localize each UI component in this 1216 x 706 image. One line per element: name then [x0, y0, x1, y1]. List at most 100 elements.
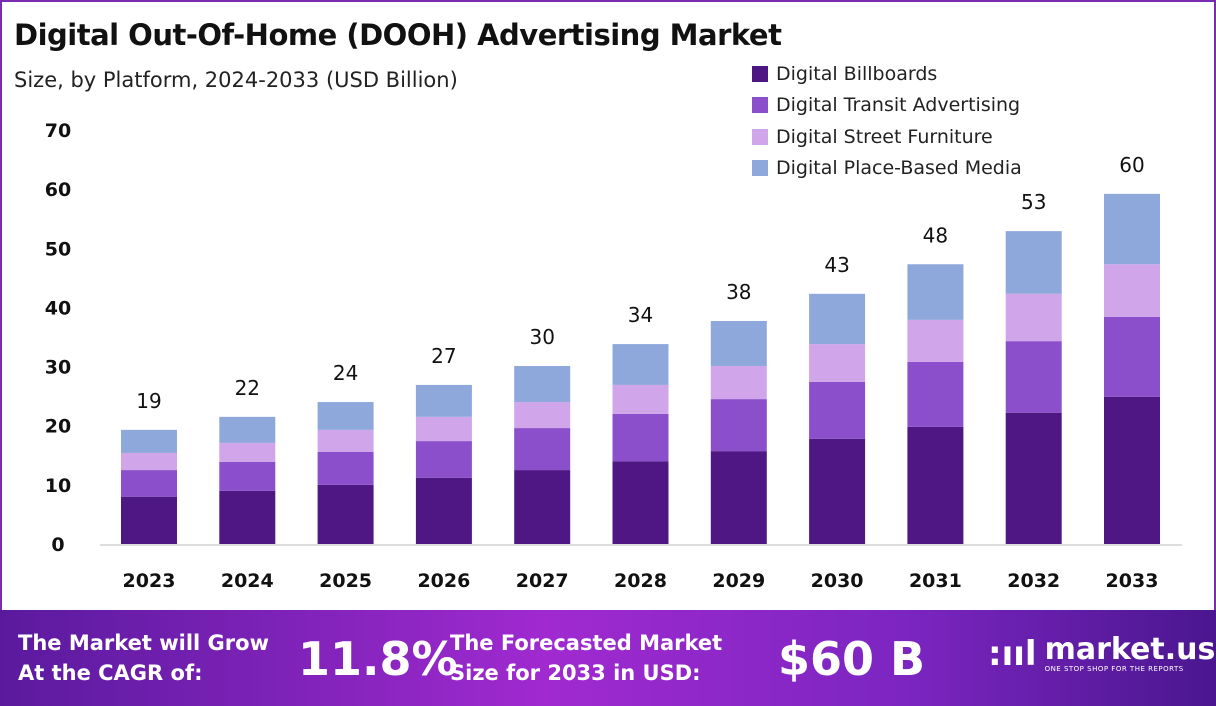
logo-name: market.us — [1044, 632, 1216, 667]
bar-segment-2023-3 — [121, 429, 177, 453]
legend-label: Digital Street Furniture — [776, 125, 993, 148]
bar-segment-2027-0 — [514, 470, 571, 544]
bar-segment-2032-3 — [1005, 231, 1062, 294]
x-tick-label: 2033 — [1106, 570, 1159, 592]
cagr-label-line2: At the CAGR of: — [18, 661, 203, 685]
bar-segment-2032-0 — [1005, 412, 1062, 544]
bar-segment-2029-1 — [710, 399, 767, 452]
bar-segment-2024-1 — [219, 461, 276, 491]
legend: Digital Billboards Digital Transit Adver… — [752, 58, 1022, 184]
bar-segment-2029-3 — [710, 321, 767, 366]
legend-item-place-based: Digital Place-Based Media — [752, 153, 1022, 185]
bar-segment-2025-0 — [317, 484, 374, 544]
total-label: 34 — [628, 303, 653, 327]
x-tick-label: 2025 — [319, 570, 372, 592]
legend-item-street-furniture: Digital Street Furniture — [752, 121, 1022, 153]
total-label: 24 — [333, 361, 358, 385]
bar-segment-2033-0 — [1104, 396, 1160, 544]
bar-segment-2033-1 — [1104, 316, 1160, 397]
cagr-label-line1: The Market will Grow — [18, 631, 269, 655]
legend-swatch — [752, 65, 768, 82]
bar-segment-2024-2 — [219, 442, 276, 462]
bar-segment-2026-1 — [415, 441, 472, 478]
x-tick-label: 2024 — [221, 570, 274, 592]
bar-segment-2024-0 — [219, 490, 276, 544]
legend-label: Digital Billboards — [776, 62, 938, 85]
bar-segment-2032-2 — [1005, 293, 1062, 342]
x-tick-label: 2029 — [712, 570, 765, 592]
total-label: 22 — [235, 376, 260, 400]
bar-segment-2031-0 — [907, 426, 964, 544]
forecast-value: $60 B — [778, 632, 926, 686]
stacked-bar-chart: 0102030405060701920232220242420252720263… — [45, 120, 1182, 592]
bar-segment-2025-2 — [317, 429, 374, 452]
bar-segment-2023-0 — [121, 496, 177, 544]
bar-segment-2025-3 — [317, 402, 374, 430]
x-tick-label: 2027 — [516, 570, 569, 592]
cagr-label: The Market will Grow At the CAGR of: — [18, 628, 269, 688]
bar-segment-2025-1 — [317, 451, 374, 485]
forecast-label: The Forecasted Market Size for 2033 in U… — [450, 628, 722, 688]
legend-label: Digital Transit Advertising — [776, 94, 1021, 117]
legend-item-transit: Digital Transit Advertising — [752, 90, 1022, 122]
y-tick-label: 10 — [45, 475, 71, 497]
y-tick-label: 70 — [45, 120, 71, 142]
chart-title: Digital Out-Of-Home (DOOH) Advertising M… — [14, 18, 782, 52]
bar-segment-2028-2 — [612, 384, 669, 414]
bar-segment-2026-3 — [415, 384, 472, 417]
forecast-label-line1: The Forecasted Market — [450, 631, 723, 655]
bar-segment-2027-3 — [514, 365, 571, 403]
logo-icon: :ııl — [988, 634, 1037, 674]
cagr-value: 11.8% — [298, 632, 458, 686]
legend-swatch — [752, 160, 768, 177]
total-label: 53 — [1021, 190, 1046, 214]
bar-segment-2029-2 — [710, 365, 767, 400]
y-tick-label: 50 — [45, 238, 71, 260]
legend-label: Digital Place-Based Media — [776, 157, 1022, 180]
y-tick-label: 0 — [51, 534, 64, 556]
footer-banner: The Market will Grow At the CAGR of: 11.… — [0, 610, 1216, 706]
total-label: 60 — [1119, 153, 1144, 177]
bar-segment-2024-3 — [219, 416, 276, 443]
bar-segment-2031-1 — [907, 361, 964, 427]
x-tick-label: 2023 — [123, 570, 176, 592]
x-tick-label: 2031 — [909, 570, 962, 592]
legend-item-billboards: Digital Billboards — [752, 58, 1022, 90]
total-label: 19 — [136, 389, 161, 413]
legend-swatch — [752, 128, 768, 145]
x-tick-label: 2028 — [614, 570, 667, 592]
bar-segment-2030-0 — [809, 438, 866, 544]
bar-segment-2031-2 — [907, 319, 964, 362]
marketus-logo: :ııl market.us ONE STOP SHOP FOR THE REP… — [988, 634, 1215, 674]
y-tick-label: 40 — [45, 297, 71, 319]
bar-segment-2033-3 — [1104, 193, 1160, 265]
bar-segment-2023-1 — [121, 470, 177, 497]
bar-segment-2027-2 — [514, 402, 571, 429]
bar-segment-2029-0 — [710, 451, 767, 544]
bar-segment-2033-2 — [1104, 264, 1160, 317]
total-label: 30 — [529, 325, 554, 349]
bar-segment-2030-1 — [809, 381, 866, 439]
total-label: 48 — [923, 223, 948, 247]
y-tick-label: 30 — [45, 357, 71, 379]
total-label: 43 — [824, 253, 849, 277]
bar-segment-2028-3 — [612, 344, 669, 385]
chart-subtitle: Size, by Platform, 2024-2033 (USD Billio… — [14, 68, 458, 92]
bar-segment-2026-0 — [415, 477, 472, 544]
bar-segment-2028-1 — [612, 413, 669, 462]
bar-segment-2026-2 — [415, 416, 472, 442]
forecast-label-line2: Size for 2033 in USD: — [450, 661, 701, 685]
total-label: 27 — [431, 344, 456, 368]
logo-tagline: ONE STOP SHOP FOR THE REPORTS — [1044, 665, 1184, 673]
bar-segment-2027-1 — [514, 428, 571, 471]
bar-segment-2030-3 — [809, 293, 866, 345]
bar-segment-2028-0 — [612, 461, 669, 544]
y-tick-label: 60 — [45, 179, 71, 201]
x-tick-label: 2032 — [1007, 570, 1060, 592]
x-tick-label: 2030 — [811, 570, 864, 592]
bar-segment-2031-3 — [907, 264, 964, 320]
total-label: 38 — [726, 280, 751, 304]
bar-segment-2032-1 — [1005, 341, 1062, 413]
x-tick-label: 2026 — [417, 570, 470, 592]
y-tick-label: 20 — [45, 416, 71, 438]
